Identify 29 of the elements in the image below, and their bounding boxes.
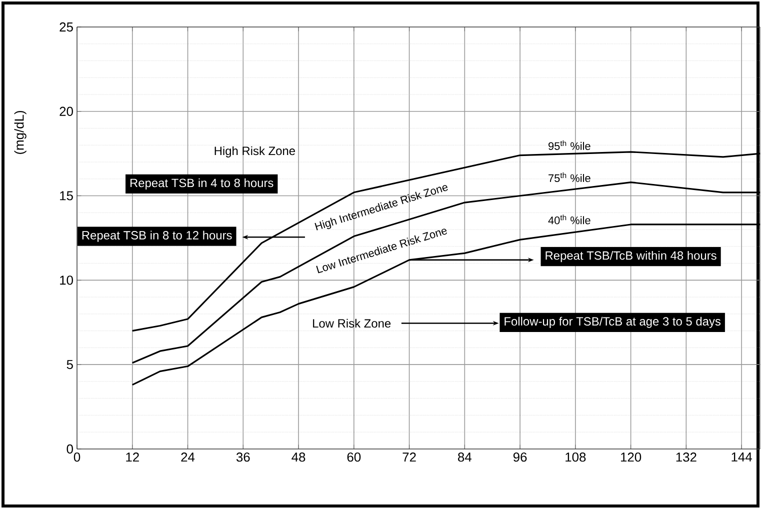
y-tick-label: 25 [60, 22, 73, 32]
annotation: Repeat TSB/TcB within 48 hours [546, 250, 716, 262]
x-tick-label: 60 [347, 452, 361, 462]
y-tick-label: 10 [60, 276, 73, 285]
x-tick-label: 72 [402, 452, 416, 462]
x-tick-label: 96 [513, 452, 527, 462]
series-label: 95$^{th}$ %ile [548, 140, 590, 150]
series-label: 75$^{th}$ %ile [548, 172, 590, 182]
x-tick-label: 36 [236, 452, 250, 462]
x-tick-label: 12 [126, 452, 139, 462]
x-tick-label: 120 [620, 452, 642, 462]
annotation: Repeat TSB in 4 to 8 hours [130, 178, 274, 190]
y-tick-label: 20 [60, 106, 73, 116]
annotation: High Risk Zone [214, 146, 295, 158]
annotation: Low Risk Zone [313, 318, 391, 328]
y-tick-label: 5 [66, 360, 73, 370]
y-axis-title: (mg/dL) [14, 110, 26, 154]
annotation: Repeat TSB in 8 to 12 hours [82, 230, 232, 242]
x-tick-label: 24 [181, 452, 195, 462]
x-tick-label: 48 [292, 452, 306, 462]
x-tick-label: 0 [74, 452, 80, 462]
x-tick-label: 108 [566, 452, 586, 462]
series-label: 40$^{th}$ %ile [548, 214, 590, 224]
x-tick-label: 132 [676, 452, 696, 462]
x-tick-label: 144 [732, 452, 752, 462]
y-tick-label: 0 [66, 444, 73, 454]
x-tick-label: 84 [458, 452, 472, 462]
annotation: Follow-up for TSB/TcB at age 3 to 5 days [504, 316, 721, 328]
y-tick-label: 15 [60, 191, 73, 200]
